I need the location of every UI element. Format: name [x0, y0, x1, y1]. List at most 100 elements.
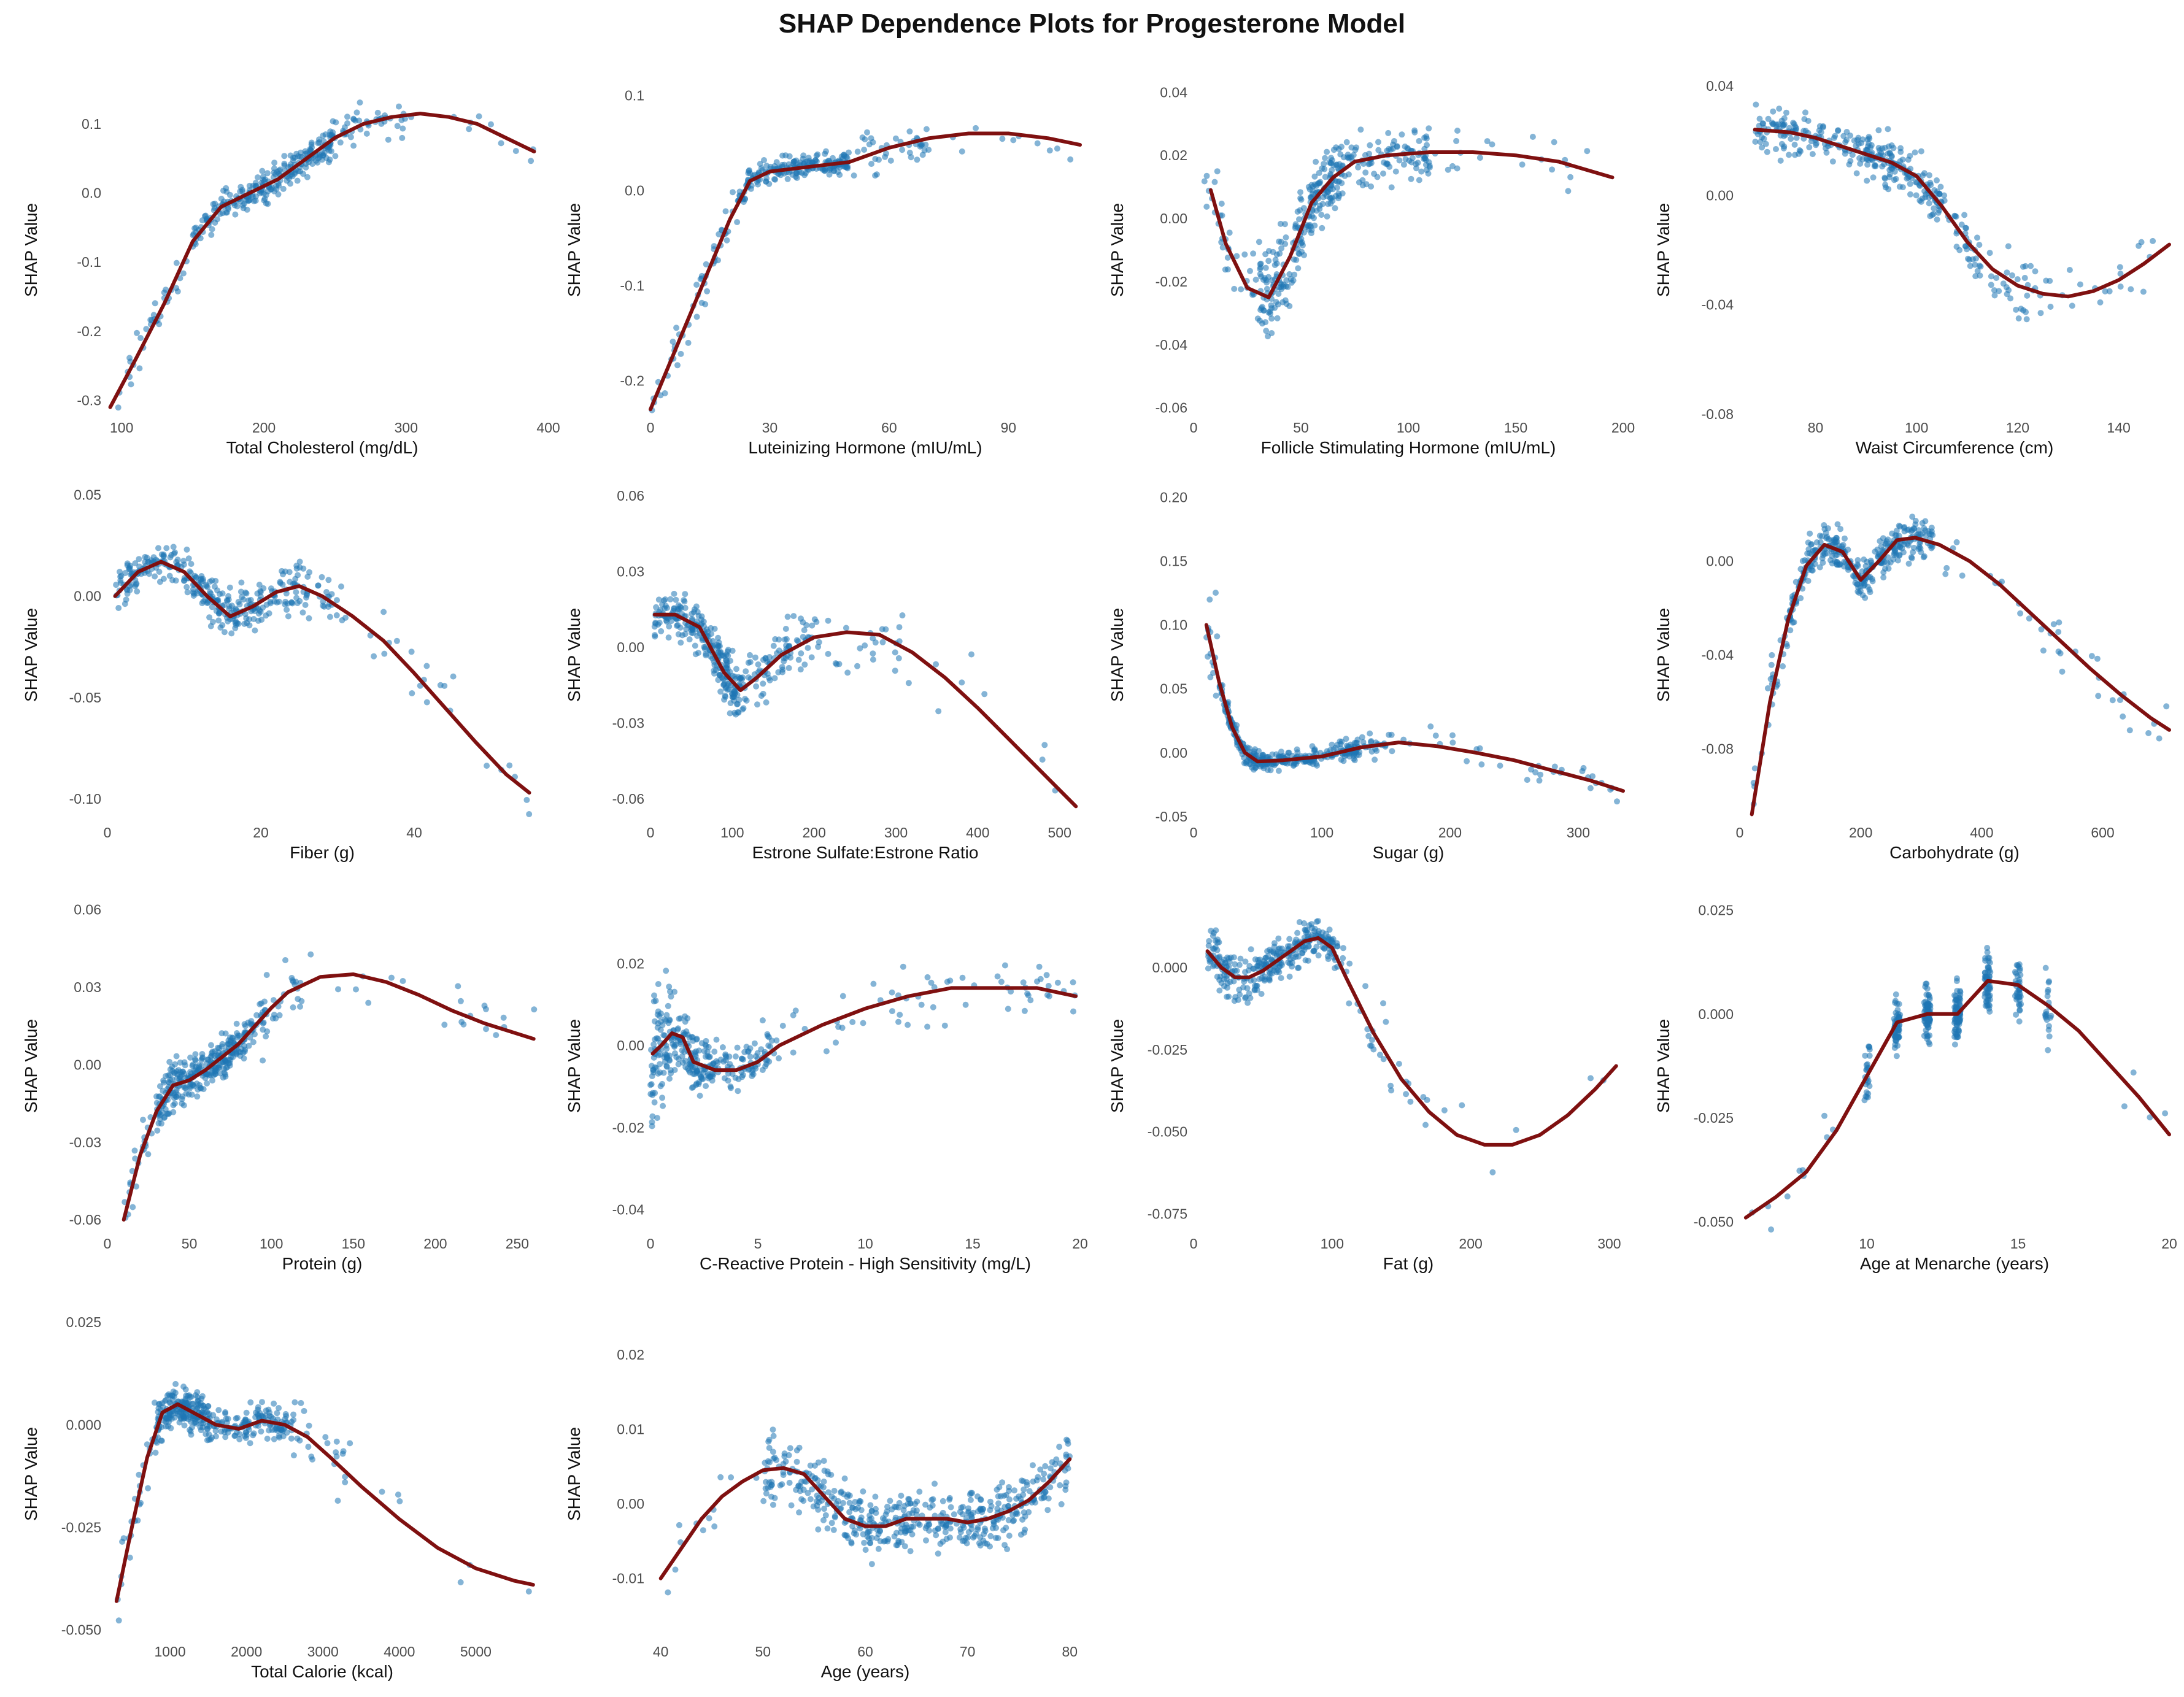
data-point [1752, 139, 1759, 145]
data-point [1359, 177, 1366, 183]
trend-curve [113, 560, 531, 795]
data-point [1275, 753, 1282, 760]
y-axis-label: SHAP Value [1654, 608, 1673, 702]
data-point [243, 590, 250, 597]
x-tick-label: 3000 [307, 1644, 339, 1660]
x-axis-label: Fiber (g) [290, 843, 355, 862]
data-point [682, 591, 689, 598]
data-point [1205, 942, 1212, 949]
data-point [660, 1069, 667, 1076]
x-tick-label: 400 [1970, 825, 1993, 841]
data-point [1036, 963, 1043, 970]
data-point [300, 171, 307, 177]
data-point [771, 176, 778, 182]
data-point [1959, 572, 1966, 579]
data-point [240, 205, 247, 212]
data-point [1861, 1097, 1868, 1104]
scatter-points [122, 951, 538, 1221]
data-point [1302, 944, 1309, 950]
data-point [1343, 139, 1350, 145]
data-point [857, 645, 863, 652]
data-point [252, 627, 258, 634]
data-point [1298, 248, 1305, 255]
data-point [290, 1004, 296, 1010]
data-point [2045, 1047, 2051, 1053]
data-point [1843, 129, 1850, 135]
data-point [1923, 1002, 1929, 1009]
data-point [1759, 144, 1765, 151]
data-point [136, 365, 143, 372]
data-point [295, 572, 301, 579]
data-point [1318, 212, 1325, 218]
data-point [314, 159, 321, 166]
data-point [1316, 206, 1323, 212]
data-point [250, 1039, 257, 1045]
data-point [1389, 748, 1395, 755]
x-tick-label: 200 [1849, 825, 1872, 841]
data-point [212, 577, 219, 584]
data-point [1908, 555, 1915, 561]
data-point [811, 616, 818, 623]
data-point [1332, 965, 1338, 971]
data-point [674, 362, 681, 369]
data-point [753, 683, 760, 690]
data-point [191, 1083, 197, 1090]
data-point [1816, 533, 1823, 539]
data-point [692, 651, 699, 658]
data-point [1478, 761, 1485, 768]
data-point [2044, 993, 2051, 999]
data-point [760, 656, 766, 663]
data-point [1768, 661, 1775, 668]
data-point [188, 1431, 195, 1438]
data-point [1389, 145, 1396, 152]
data-point [1324, 148, 1330, 155]
data-point [1829, 158, 1836, 165]
data-point [1780, 663, 1786, 669]
data-point [747, 652, 753, 658]
data-point [1823, 535, 1830, 542]
data-point [1589, 773, 1596, 780]
data-point [896, 624, 903, 631]
data-point [1765, 115, 1772, 122]
data-point [263, 972, 270, 979]
data-point [655, 1008, 662, 1015]
data-point [145, 1485, 152, 1491]
data-point [816, 639, 822, 645]
data-point [669, 338, 676, 345]
data-point [1263, 328, 1270, 334]
data-point [660, 1032, 667, 1039]
data-point [800, 634, 806, 641]
data-point [194, 1093, 201, 1100]
data-point [1943, 564, 1950, 571]
data-point [667, 596, 674, 602]
y-tick-label: -0.02 [612, 1120, 644, 1136]
data-point [2015, 315, 2022, 321]
data-point [1784, 1193, 1791, 1200]
data-point [239, 594, 245, 601]
data-point [776, 1055, 782, 1061]
data-point [1842, 535, 1848, 542]
data-point [722, 208, 729, 215]
data-point [652, 633, 658, 640]
data-point [259, 167, 266, 174]
data-point [1235, 996, 1241, 1003]
data-point [167, 554, 174, 561]
data-point [357, 99, 363, 106]
data-point [1790, 120, 1797, 126]
data-point [1454, 128, 1461, 134]
x-tick-label: 100 [1397, 420, 1420, 436]
data-point [1832, 133, 1839, 139]
data-point [276, 182, 282, 189]
data-point [173, 260, 180, 266]
data-point [1388, 731, 1395, 738]
data-point [1584, 148, 1591, 155]
data-point [219, 590, 226, 597]
data-point [733, 666, 739, 672]
x-tick-label: 600 [2091, 825, 2114, 841]
data-point [713, 1036, 720, 1043]
data-point [1392, 168, 1399, 175]
data-point [288, 1435, 295, 1442]
data-point [1588, 1075, 1594, 1082]
data-point [798, 650, 805, 656]
